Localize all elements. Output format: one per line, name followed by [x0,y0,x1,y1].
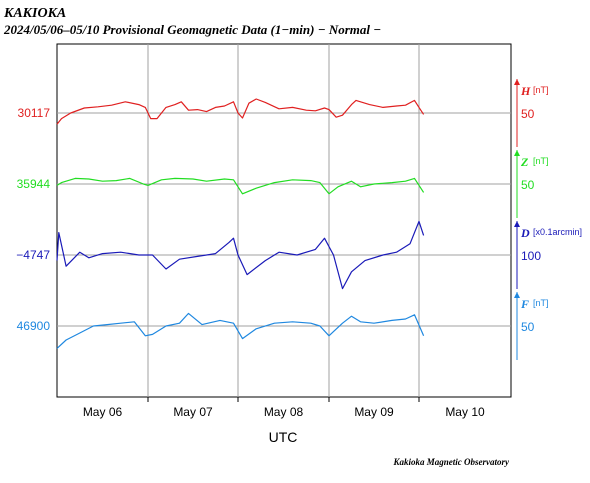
series-line-z [56,177,425,195]
x-tick-label: May 07 [173,405,213,419]
scale-arrow-d [514,221,520,227]
series-lines [56,98,425,349]
scale-arrow-h [514,79,520,85]
chart-subtitle: 2024/05/06–05/10 Provisional Geomagnetic… [3,22,381,37]
scale-arrow-z [514,150,520,156]
scale-label-h: 50 [521,107,535,121]
x-tick-label: May 06 [83,405,123,419]
x-axis-ticks: May 06 May 07 May 08 May 09 May 10 [83,397,485,419]
observatory-credit: Kakioka Magnetic Observatory [393,457,510,467]
baseline-label-f: 46900 [17,319,51,333]
scale-label-f: 50 [521,320,535,334]
baseline-label-h: 30117 [18,106,51,120]
scale-arrow-f [514,292,520,298]
component-name-h: H [520,84,531,98]
component-unit-f: [nT] [533,298,549,308]
gridlines [57,44,511,397]
scale-label-z: 50 [521,178,535,192]
x-tick-label: May 10 [445,405,485,419]
component-unit-d: [x0.1arcmin] [533,227,582,237]
baseline-labels: 30117 35944 −4747 46900 [16,106,50,333]
component-name-d: D [520,226,530,240]
component-unit-z: [nT] [533,156,549,166]
series-line-d [56,220,425,290]
x-axis-label: UTC [269,429,298,445]
component-name-f: F [520,297,529,311]
baseline-label-z: 35944 [17,177,51,191]
x-tick-label: May 09 [354,405,394,419]
component-name-z: Z [520,155,529,169]
component-unit-h: [nT] [533,85,549,95]
x-tick-label: May 08 [264,405,304,419]
plot-frame [56,43,512,398]
baseline-label-d: −4747 [16,248,50,262]
scale-label-d: 100 [521,249,541,263]
series-line-h [56,98,425,125]
series-line-f [56,312,425,349]
station-title: KAKIOKA [3,6,66,21]
